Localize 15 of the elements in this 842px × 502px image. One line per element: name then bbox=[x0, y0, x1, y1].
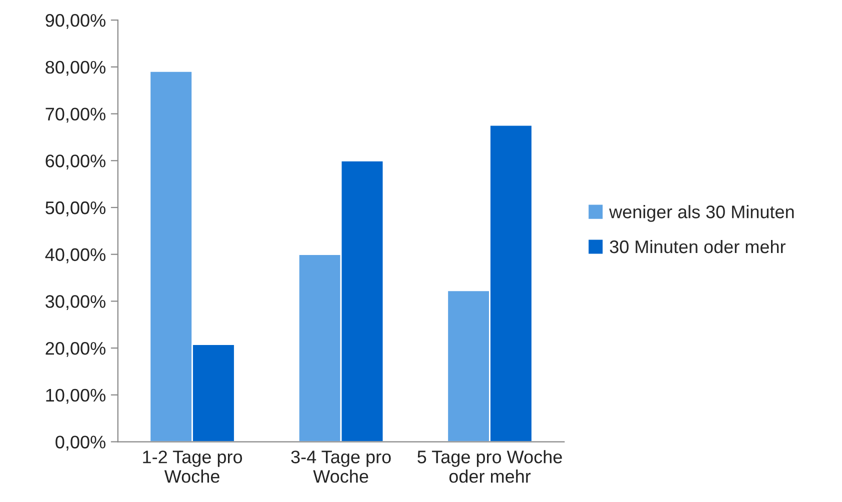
y-tick-label: 10,00% bbox=[46, 388, 106, 404]
y-tick-label: 90,00% bbox=[46, 14, 106, 29]
y-tick-label: 60,00% bbox=[46, 154, 106, 170]
x-tick-label: 1-2 Tage pro Woche bbox=[143, 450, 242, 483]
y-tick-label: 0,00% bbox=[56, 436, 106, 451]
y-tick-label: 30,00% bbox=[46, 295, 106, 310]
x-tick-label: 3-4 Tage pro Woche bbox=[291, 450, 391, 483]
x-tick-label: 5 Tage pro Woche oder mehr bbox=[418, 450, 562, 483]
legend-label: 30 Minuten oder mehr bbox=[610, 240, 786, 254]
legend-label: weniger als 30 Minuten bbox=[609, 205, 794, 222]
y-tick-label: 80,00% bbox=[46, 60, 106, 76]
y-tick-label: 40,00% bbox=[45, 248, 106, 264]
y-tick-label: 70,00% bbox=[46, 108, 106, 123]
y-tick-label: 50,00% bbox=[46, 201, 106, 216]
y-tick-label: 20,00% bbox=[46, 342, 106, 357]
